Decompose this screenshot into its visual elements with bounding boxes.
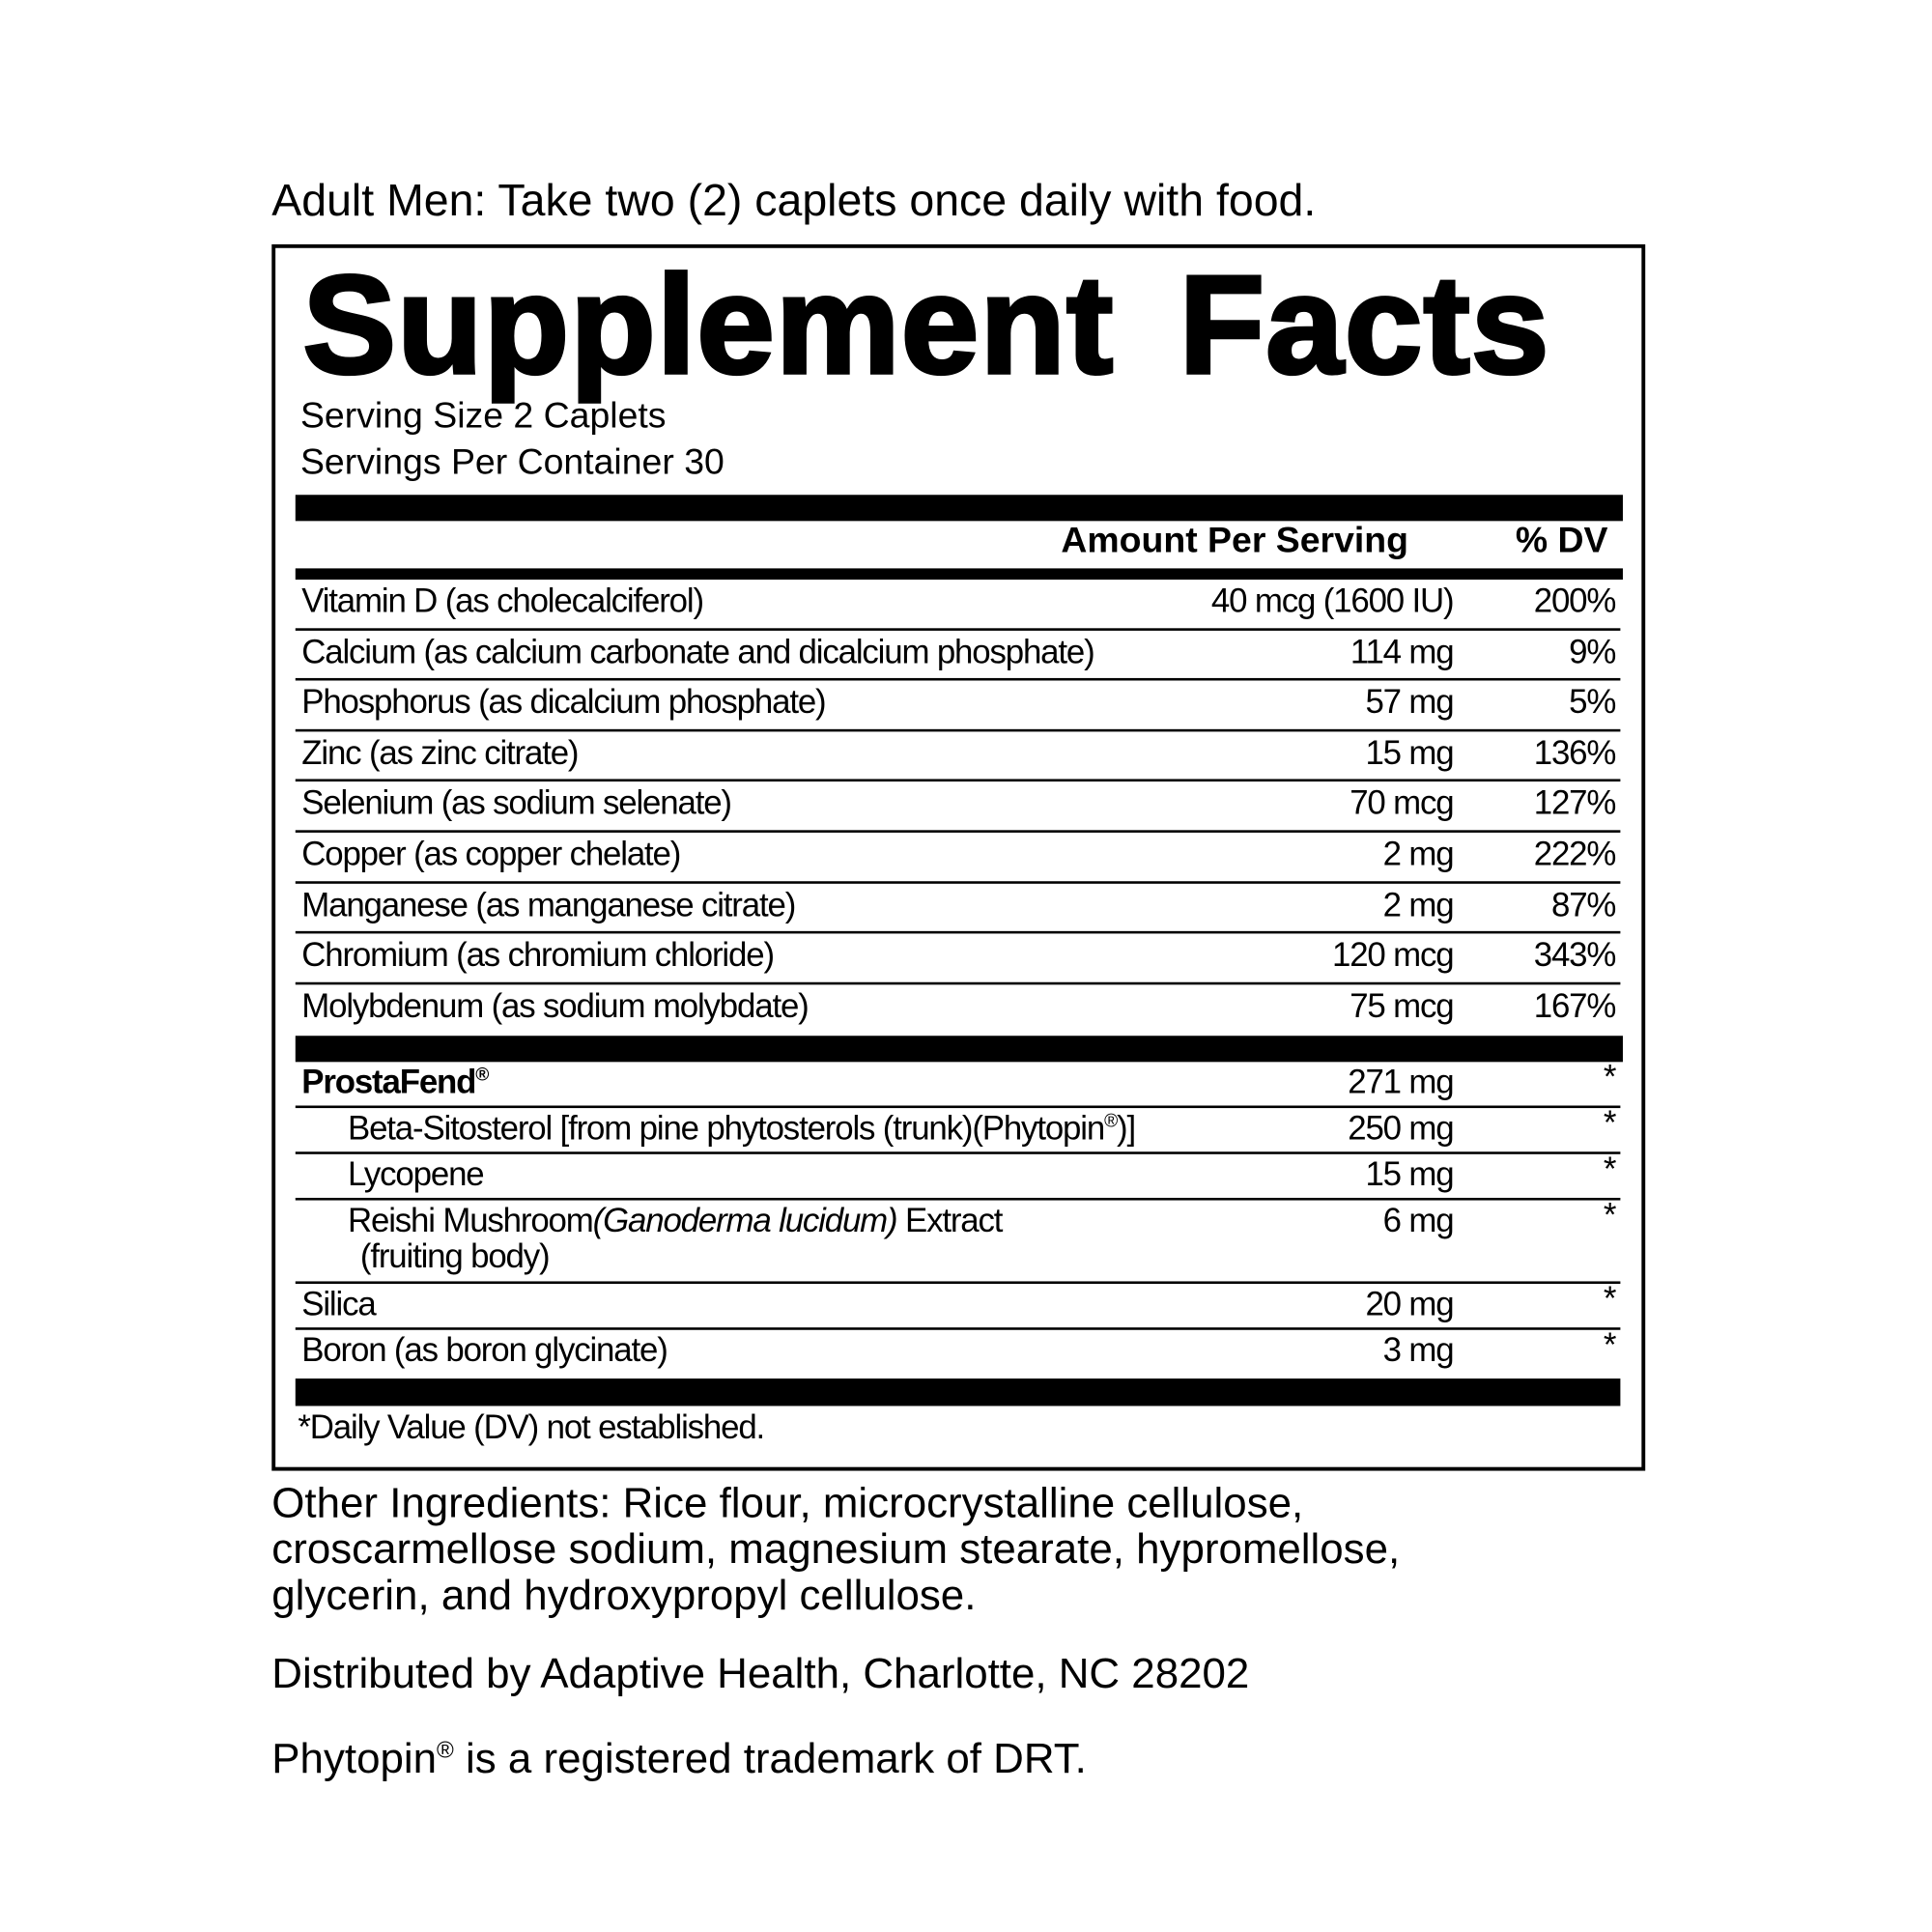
- nutrient-name: Manganese (as manganese citrate): [301, 885, 796, 923]
- nutrient-dv: 127%: [1533, 784, 1617, 822]
- nutrient-row: Silica 20 mg *: [295, 1280, 1621, 1330]
- nutrient-row: Chromium (as chromium chloride) 120 mcg 34…: [295, 934, 1621, 985]
- nutrient-amount: 3 mg: [1382, 1331, 1455, 1369]
- nutrient-amount: 114 mg: [1350, 632, 1455, 670]
- thick-divider: [295, 1378, 1621, 1406]
- nutrient-amount: 250 mg: [1348, 1109, 1454, 1148]
- blend-item-row: Beta-Sitosterol [from pine phytosterols …: [295, 1104, 1621, 1154]
- nutrient-name: Silica: [301, 1285, 376, 1323]
- item-name: Reishi Mushroom: [347, 1201, 594, 1239]
- nutrient-row: Selenium (as sodium selenate) 70 mcg 127%: [295, 782, 1621, 833]
- nutrient-amount: 75 mcg: [1350, 986, 1454, 1025]
- trademark-text: is a registered trademark of DRT.: [453, 1735, 1087, 1783]
- nutrient-amount: 40 mcg (1600 IU): [1210, 582, 1455, 620]
- nutrient-amount: 15 mg: [1365, 733, 1454, 772]
- thick-divider: [295, 1036, 1623, 1063]
- nutrient-dv: *: [1603, 1325, 1617, 1364]
- blend-name: ProstaFend: [301, 1063, 476, 1101]
- header-amount: Amount Per Serving: [1061, 521, 1409, 561]
- directions: Adult Men: Take two (2) caplets once dai…: [271, 174, 1317, 226]
- nutrient-name: Lycopene: [347, 1155, 485, 1193]
- registered-mark: ®: [1104, 1111, 1118, 1132]
- nutrient-amount: 20 mg: [1365, 1285, 1454, 1323]
- item-name-end: )]: [1117, 1109, 1136, 1148]
- nutrient-name: Calcium (as calcium carbonate and dicalc…: [301, 632, 1094, 670]
- nutrient-name: Reishi Mushroom(Ganoderma lucidum) Extra…: [347, 1201, 1003, 1240]
- nutrient-dv: 87%: [1550, 885, 1616, 923]
- nutrient-amount: 2 mg: [1382, 885, 1455, 923]
- nutrient-row: Phosphorus (as dicalcium phosphate) 57 mg…: [295, 681, 1621, 732]
- blend-item-row: Reishi Mushroom(Ganoderma lucidum) Extra…: [295, 1197, 1621, 1285]
- nutrient-name-line2: (fruiting body): [359, 1237, 551, 1275]
- other-ingredients: Other Ingredients: Rice flour, microcrys…: [271, 1479, 1401, 1620]
- other-ingredients-line: glycerin, and hydroxypropyl cellulose.: [271, 1572, 977, 1620]
- item-name-end: Extract: [896, 1201, 1003, 1239]
- nutrient-amount: 15 mg: [1365, 1155, 1454, 1193]
- nutrient-dv: *: [1603, 1150, 1617, 1188]
- supplement-facts-panel: [271, 243, 1646, 1471]
- nutrient-row: Boron (as boron glycinate) 3 mg *: [296, 1326, 1621, 1377]
- nutrient-dv: *: [1603, 1104, 1617, 1142]
- nutrient-row: Copper (as copper chelate) 2 mg 222%: [295, 833, 1621, 884]
- distributor: Distributed by Adaptive Health, Charlott…: [271, 1650, 1250, 1698]
- nutrient-row: Calcium (as calcium carbonate and dicalc…: [295, 630, 1621, 681]
- nutrient-name: Chromium (as chromium chloride): [301, 936, 775, 974]
- trademark-notice: Phytopin® is a registered trademark of D…: [271, 1726, 1087, 1782]
- nutrient-name: Vitamin D (as cholecalciferol): [301, 582, 704, 620]
- header-dv: % DV: [1515, 521, 1608, 561]
- column-header: Amount Per Serving % DV: [296, 521, 1621, 568]
- nutrient-name: Copper (as copper chelate): [301, 835, 681, 873]
- medium-divider: [295, 568, 1623, 580]
- nutrient-dv: *: [1603, 1196, 1617, 1235]
- nutrient-amount: 70 mcg: [1350, 784, 1454, 822]
- nutrient-row: Vitamin D (as cholecalciferol) 40 mcg (16…: [295, 580, 1621, 631]
- item-name: Beta-Sitosterol [from pine phytosterols …: [347, 1109, 1105, 1148]
- nutrient-dv: 5%: [1569, 683, 1616, 722]
- nutrient-name: Molybdenum (as sodium molybdate): [301, 986, 810, 1025]
- panel-title: Supplement Facts: [301, 245, 1551, 405]
- nutrient-name: Phosphorus (as dicalcium phosphate): [301, 683, 826, 722]
- nutrient-dv: 222%: [1533, 835, 1617, 873]
- blend-rows: ProstaFend® 271 mg * Beta-Sitosterol [fr…: [295, 1058, 1621, 1377]
- registered-mark: ®: [475, 1065, 489, 1086]
- nutrient-row: Zinc (as zinc citrate) 15 mg 136%: [295, 731, 1621, 782]
- nutrient-name: Beta-Sitosterol [from pine phytosterols …: [347, 1109, 1136, 1148]
- nutrient-dv: 343%: [1533, 936, 1617, 974]
- nutrient-name: ProstaFend®: [301, 1063, 489, 1102]
- nutrient-rows: Vitamin D (as cholecalciferol) 40 mcg (16…: [295, 580, 1621, 1033]
- nutrient-dv: 200%: [1533, 582, 1617, 620]
- footnote: *Daily Value (DV) not established.: [298, 1408, 765, 1446]
- nutrient-dv: 9%: [1569, 632, 1616, 670]
- nutrient-dv: 136%: [1533, 733, 1617, 772]
- thick-divider: [295, 495, 1623, 522]
- nutrient-amount: 271 mg: [1348, 1063, 1454, 1101]
- other-ingredients-line: croscarmellose sodium, magnesium stearat…: [271, 1525, 1401, 1574]
- nutrient-dv: *: [1603, 1280, 1617, 1318]
- nutrient-name: Selenium (as sodium selenate): [301, 784, 732, 822]
- nutrient-name: Zinc (as zinc citrate): [301, 733, 579, 772]
- blend-item-row: Lycopene 15 mg *: [295, 1150, 1621, 1201]
- trademark-name: Phytopin: [271, 1735, 438, 1783]
- nutrient-row: Molybdenum (as sodium molybdate) 75 mcg 16…: [296, 984, 1621, 1033]
- latin-name: (Ganoderma lucidum): [592, 1201, 898, 1239]
- registered-mark: ®: [437, 1736, 454, 1763]
- nutrient-dv: 167%: [1533, 986, 1617, 1025]
- nutrient-row: Manganese (as manganese citrate) 2 mg 87%: [295, 883, 1621, 934]
- nutrient-amount: 6 mg: [1382, 1201, 1455, 1239]
- other-ingredients-line: Other Ingredients: Rice flour, microcrys…: [271, 1479, 1304, 1527]
- nutrient-amount: 2 mg: [1382, 835, 1455, 873]
- serving-size: Serving Size 2 Caplets: [299, 396, 667, 437]
- nutrient-name: Boron (as boron glycinate): [301, 1331, 668, 1369]
- nutrient-amount: 120 mcg: [1331, 936, 1455, 974]
- blend-row: ProstaFend® 271 mg *: [295, 1058, 1621, 1109]
- servings-per-container: Servings Per Container 30: [299, 442, 724, 483]
- nutrient-dv: *: [1603, 1058, 1617, 1096]
- nutrient-amount: 57 mg: [1365, 683, 1454, 722]
